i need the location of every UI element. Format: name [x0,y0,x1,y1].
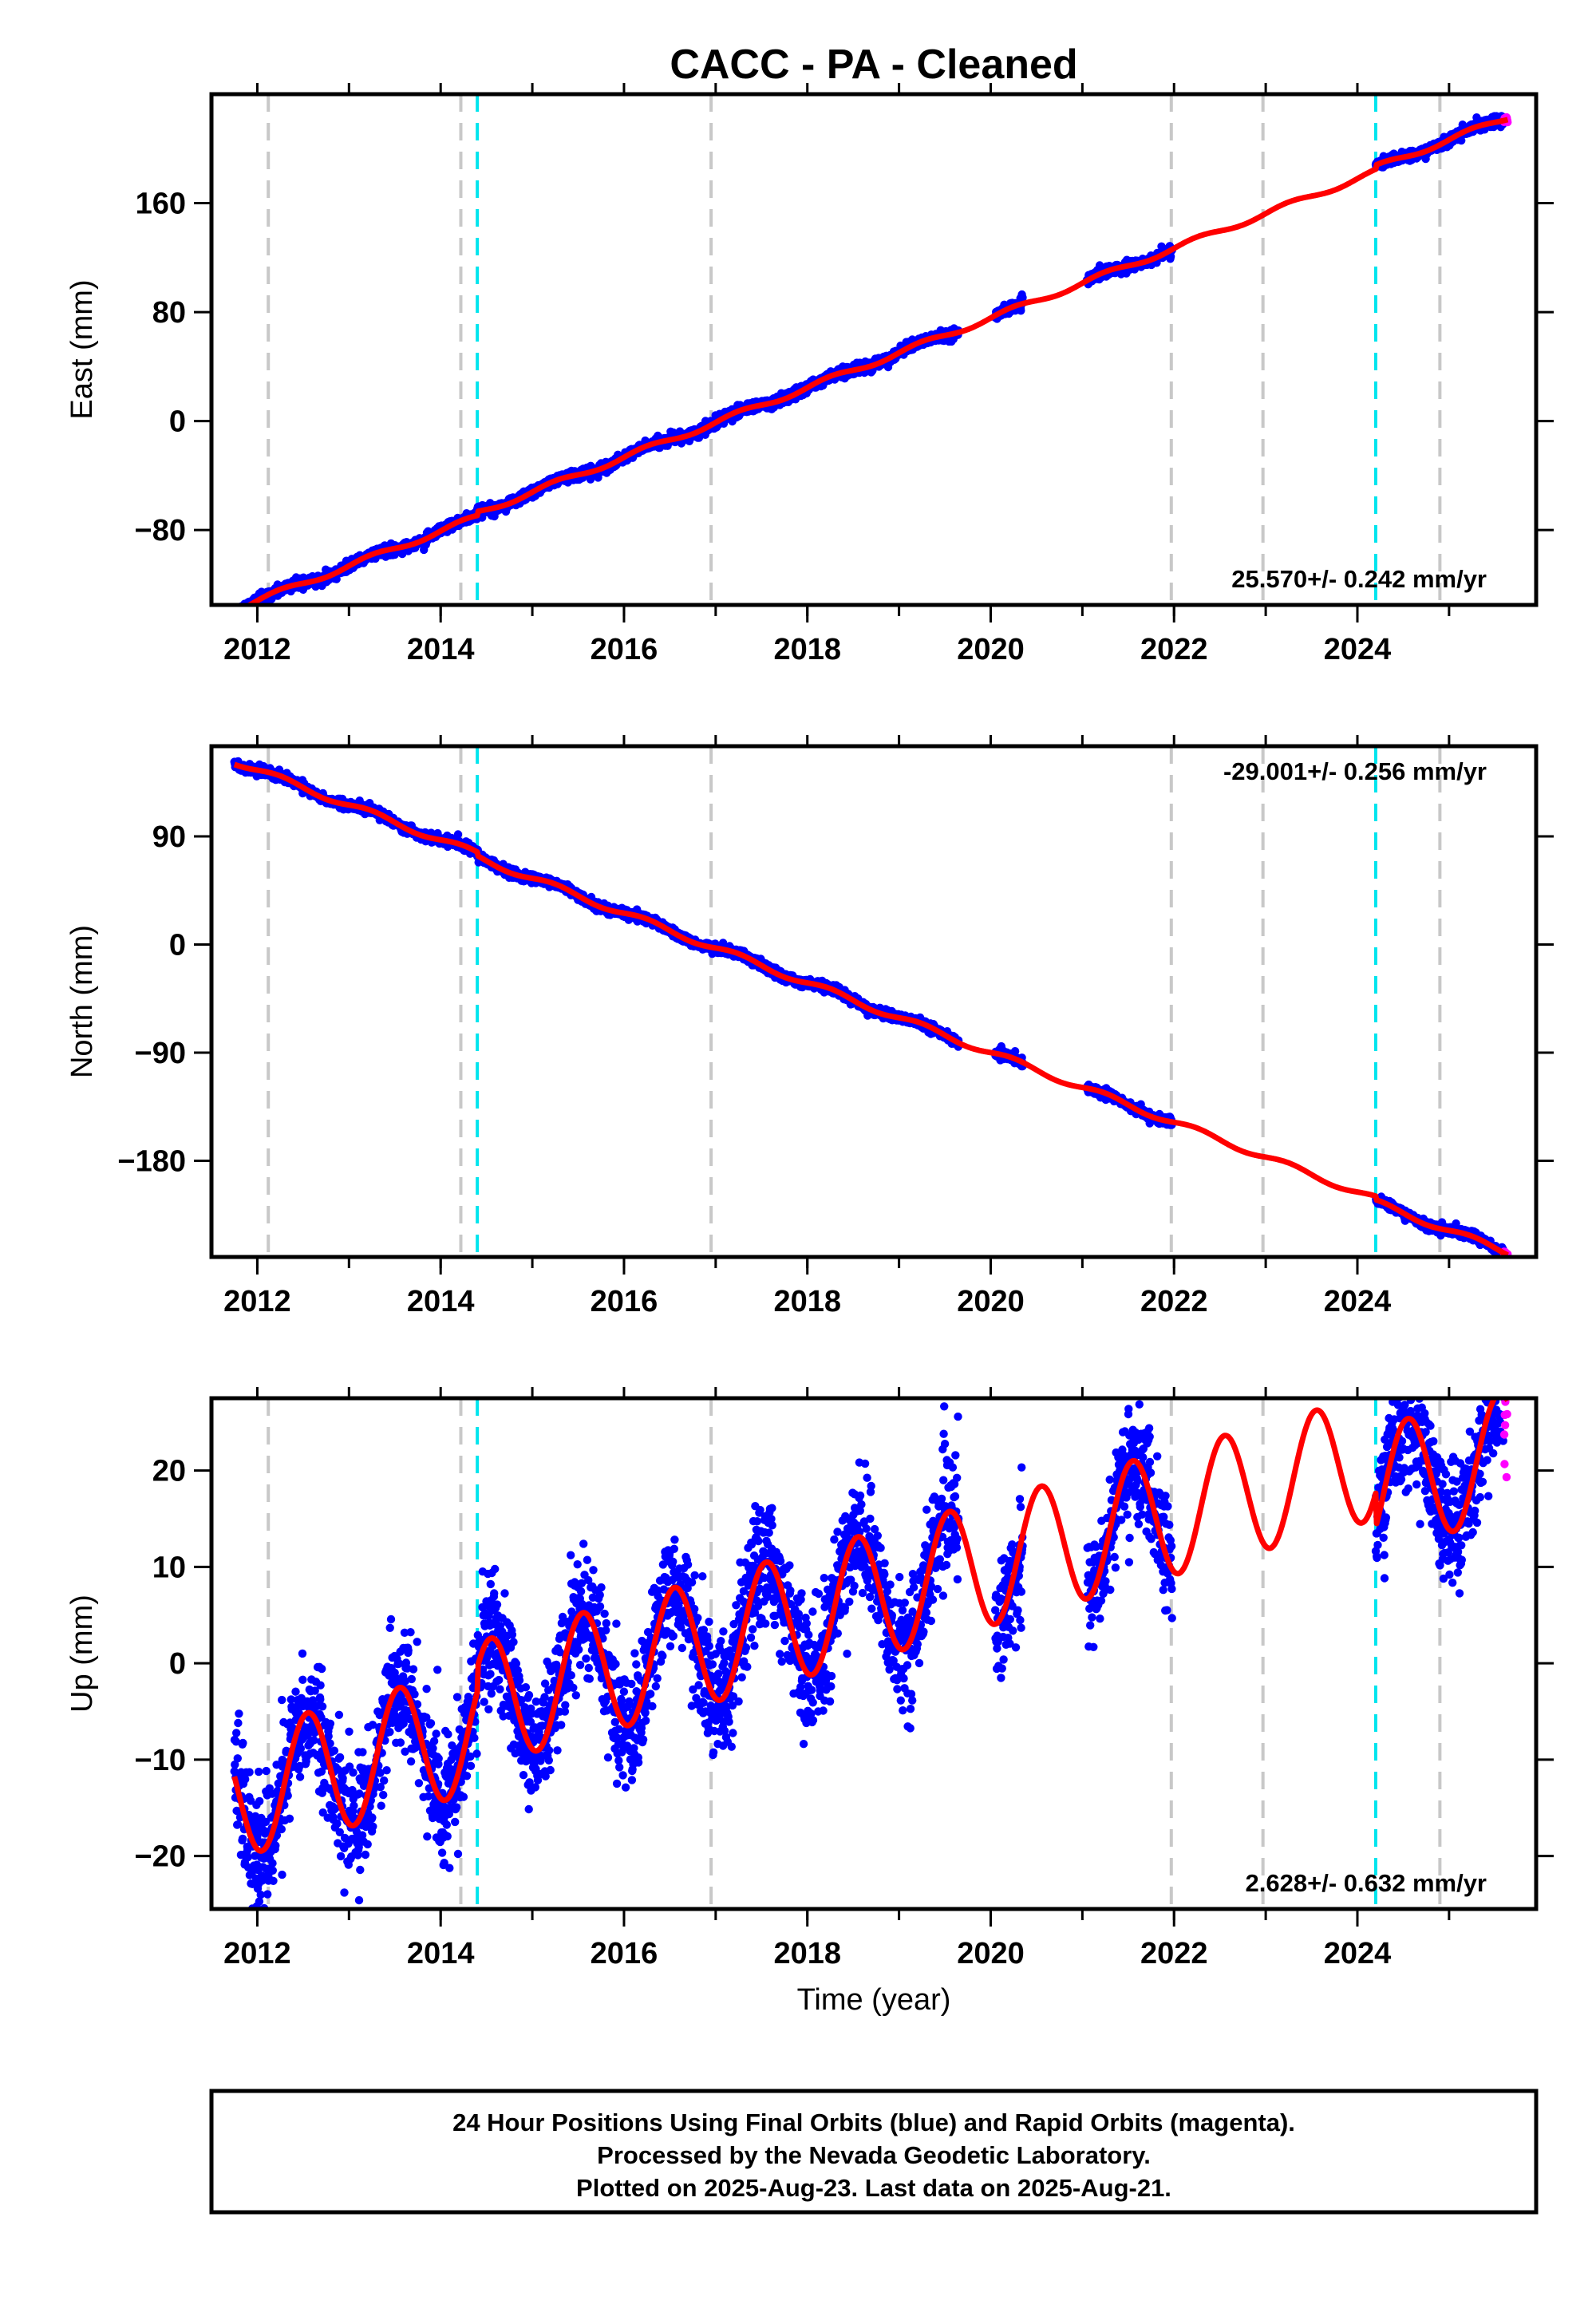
east-x-tick-label: 2014 [407,633,475,666]
east-final-point [235,608,243,616]
east-final-point [231,607,239,615]
east-final-point [235,609,243,617]
east-final-point [231,611,239,619]
east-final-point [332,575,341,583]
east-final-point [232,609,240,617]
east-final-point [231,609,239,617]
east-final-point [233,611,241,619]
east-y-tick-label: −80 [135,514,186,547]
east-final-point [236,607,244,615]
east-final-point [235,608,243,616]
east-final-point [237,607,245,615]
east-y-tick-label: 160 [136,188,186,221]
east-final-point [231,607,239,615]
panel-east: 2012 2014 2016 2018 2020 2022 2024 −80 0 80 160 Eas… [65,83,1554,666]
east-final-point [232,610,240,618]
panels: 2012 2014 2016 2018 2020 2022 2024 −80 0 80 160 Eas… [65,83,1554,2017]
east-final-point [235,609,243,617]
east-x-tick-label: 2020 [957,633,1025,666]
east-final-point [234,611,242,619]
chart-title: CACC - PA - Cleaned [670,41,1077,88]
east-final-point [236,612,244,620]
east-x-tick-label: 2018 [773,633,841,666]
north-plot-area [230,746,1512,1257]
east-plot-area [231,94,1512,620]
east-final-point [235,607,243,615]
east-x-tick-label: 2012 [223,633,291,666]
east-final-point [233,607,241,615]
east-y-tick-label: 0 [169,405,186,439]
east-final-point [231,611,239,619]
east-y-tick-label: 80 [152,296,186,330]
east-final-point [236,607,244,615]
east-frame [209,92,1539,607]
east-x-tick-label: 2024 [1324,633,1392,666]
east-x-tick-label: 2022 [1140,633,1208,666]
east-model-curve [243,117,1510,605]
east-rate-label: 25.570+/- 0.242 mm/yr [1231,565,1487,593]
east-x-tick-label: 2016 [591,633,658,666]
panel-north: 2012 2014 2016 2018 2020 2022 2024−180−90090No… [65,735,1554,1318]
east-y-axis-label: East (mm) [65,279,99,419]
east-final-point [231,608,239,616]
east-final-point [231,609,239,617]
east-final-point [238,610,246,618]
